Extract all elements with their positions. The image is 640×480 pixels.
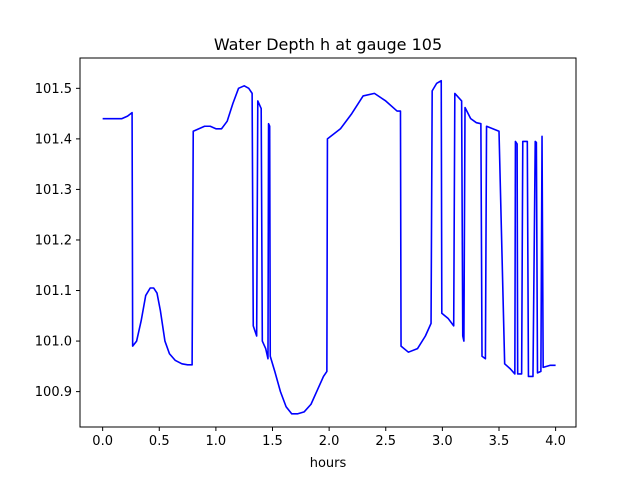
- x-tick-label: 2.0: [319, 434, 340, 449]
- x-tick-label: 1.0: [206, 434, 227, 449]
- y-tick-label: 100.9: [35, 385, 72, 400]
- y-tick-label: 101.5: [35, 82, 72, 97]
- x-tick-label: 3.0: [432, 434, 453, 449]
- y-tick-label: 101.4: [35, 132, 72, 147]
- x-tick-label: 3.5: [489, 434, 510, 449]
- chart-title: Water Depth h at gauge 105: [214, 35, 442, 54]
- x-tick-label: 0.5: [149, 434, 170, 449]
- x-tick-label: 0.0: [92, 434, 113, 449]
- y-tick-label: 101.2: [35, 233, 72, 248]
- x-tick-label: 1.5: [262, 434, 283, 449]
- y-tick-label: 101.0: [35, 335, 72, 350]
- x-tick-label: 2.5: [375, 434, 396, 449]
- x-tick-label: 4.0: [545, 434, 566, 449]
- y-tick-label: 101.3: [35, 183, 72, 198]
- plot-area: [79, 57, 577, 428]
- y-tick-label: 101.1: [35, 284, 72, 299]
- x-axis-label: hours: [310, 456, 347, 471]
- y-axis: 100.9 101.0 101.1 101.2 101.3 101.4 101.5: [35, 82, 80, 400]
- series-line: [102, 79, 556, 415]
- x-axis: 0.0 0.5 1.0 1.5 2.0 2.5 3.0 3.5 4.0: [92, 427, 566, 449]
